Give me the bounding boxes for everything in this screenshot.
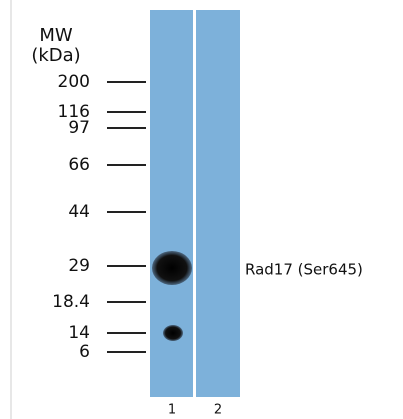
lane-label: 1 bbox=[168, 403, 176, 418]
blot-figure: MW (kDa) 2001169766442918.4146 Rad17 (Se… bbox=[0, 0, 403, 419]
band-minor bbox=[163, 325, 183, 341]
mw-title: MW bbox=[39, 25, 73, 46]
mw-unit: (kDa) bbox=[31, 45, 80, 66]
marker-label: 66 bbox=[68, 155, 90, 175]
marker-label: 14 bbox=[68, 323, 90, 343]
marker-label: 6 bbox=[79, 342, 90, 362]
marker-label: 44 bbox=[68, 202, 90, 222]
marker-label: 97 bbox=[68, 118, 90, 138]
lane-2 bbox=[196, 10, 240, 397]
marker-label: 200 bbox=[58, 72, 90, 92]
marker-label: 18.4 bbox=[52, 292, 90, 312]
lane-label: 2 bbox=[214, 403, 222, 418]
band-label: Rad17 (Ser645) bbox=[245, 261, 363, 279]
marker-label: 29 bbox=[68, 256, 90, 276]
band-main bbox=[152, 251, 192, 285]
